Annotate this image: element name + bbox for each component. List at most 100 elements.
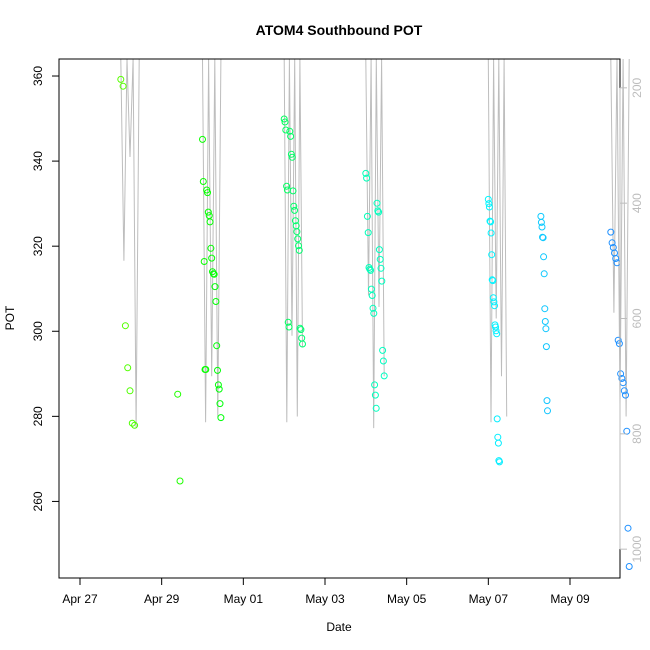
data-point [487, 229, 495, 237]
data-point [378, 277, 386, 285]
y-axis-label: POT [3, 305, 17, 330]
data-point [213, 342, 221, 350]
data-point [280, 115, 288, 123]
data-point [128, 419, 136, 427]
data-point [371, 381, 379, 389]
depth-profile-line-3 [365, 58, 385, 429]
data-point [612, 255, 620, 262]
y-tick-label-0: 260 [31, 491, 45, 511]
data-point [363, 174, 371, 182]
data-point [493, 415, 501, 423]
data-point [291, 206, 299, 214]
y-axis: 260 280 300 320 340 360 [31, 66, 60, 511]
data-point [615, 340, 623, 348]
data-point [204, 208, 212, 216]
data-point [214, 366, 221, 374]
y2-tick-label-4: 1000 [630, 535, 644, 562]
data-point [214, 381, 222, 389]
data-point [299, 340, 306, 348]
data-point [368, 292, 376, 299]
data-point [119, 82, 127, 90]
data-point [540, 270, 548, 278]
data-point [371, 391, 379, 399]
depth-profile-line-4 [487, 58, 508, 423]
data-point [212, 298, 220, 305]
data-point [369, 304, 377, 312]
data-point [537, 218, 545, 226]
data-point [542, 325, 550, 333]
data-point [282, 126, 290, 134]
data-point [131, 421, 139, 429]
data-point [216, 400, 224, 408]
data-point [488, 251, 496, 259]
y-tick-label-1: 280 [31, 406, 45, 426]
data-point [287, 150, 295, 158]
data-point [375, 208, 383, 216]
data-point [489, 277, 497, 285]
data-point [541, 305, 549, 313]
chart-title: ATOM4 Southbound POT [256, 22, 423, 38]
data-point [484, 195, 492, 203]
data-point [367, 266, 375, 274]
x-tick-label-0: Apr 27 [62, 592, 98, 606]
data-point [126, 387, 134, 395]
y2-tick-label-3: 800 [630, 424, 644, 444]
data-point [541, 318, 549, 325]
data-point [373, 199, 381, 207]
data-point [607, 228, 615, 236]
data-point [174, 390, 182, 398]
data-point [199, 135, 206, 143]
data-point [624, 524, 632, 532]
data-point [176, 477, 184, 485]
data-point [486, 217, 494, 225]
data-point [370, 309, 378, 317]
x-axis-label: Date [326, 620, 352, 634]
data-point [284, 318, 292, 326]
data-point [363, 212, 371, 220]
data-point [283, 182, 291, 190]
data-point [217, 414, 225, 422]
x-tick-label-3: May 03 [305, 592, 345, 606]
data-point [362, 169, 370, 177]
data-point [379, 346, 387, 354]
data-point [211, 283, 219, 291]
data-point [543, 397, 551, 405]
data-point [199, 178, 207, 185]
data-point [617, 370, 625, 378]
data-point [492, 323, 500, 331]
x-tick-label-6: May 09 [550, 592, 590, 606]
data-point [618, 375, 626, 382]
data-point [200, 258, 208, 265]
data-point [374, 207, 382, 215]
data-point [496, 458, 503, 466]
data-point [489, 294, 497, 302]
y2-axis: 200 400 600 800 1000 [619, 78, 644, 563]
data-point [297, 326, 305, 334]
data-point [293, 228, 301, 236]
data-point [379, 357, 387, 365]
data-point [281, 118, 289, 126]
data-point [215, 385, 223, 393]
data-point [375, 246, 383, 254]
data-point [485, 203, 493, 211]
data-point [491, 302, 498, 310]
x-axis: Apr 27 Apr 29 May 01 May 03 May 05 May 07 May … [62, 577, 590, 606]
data-point [210, 270, 218, 278]
data-point [540, 253, 548, 261]
y-tick-label-5: 360 [31, 66, 45, 86]
x-tick-label-2: May 01 [224, 592, 264, 606]
data-point [377, 264, 385, 272]
data-point [488, 276, 496, 284]
data-point [288, 153, 296, 161]
data-point [290, 202, 298, 210]
data-point [207, 244, 215, 252]
y-tick-label-4: 340 [31, 151, 45, 171]
data-point [206, 218, 214, 226]
data-point [493, 330, 501, 338]
y2-tick-label-1: 400 [630, 193, 644, 213]
data-point [492, 327, 500, 335]
data-point [485, 200, 493, 208]
data-point [544, 407, 551, 415]
data-point [124, 364, 132, 372]
